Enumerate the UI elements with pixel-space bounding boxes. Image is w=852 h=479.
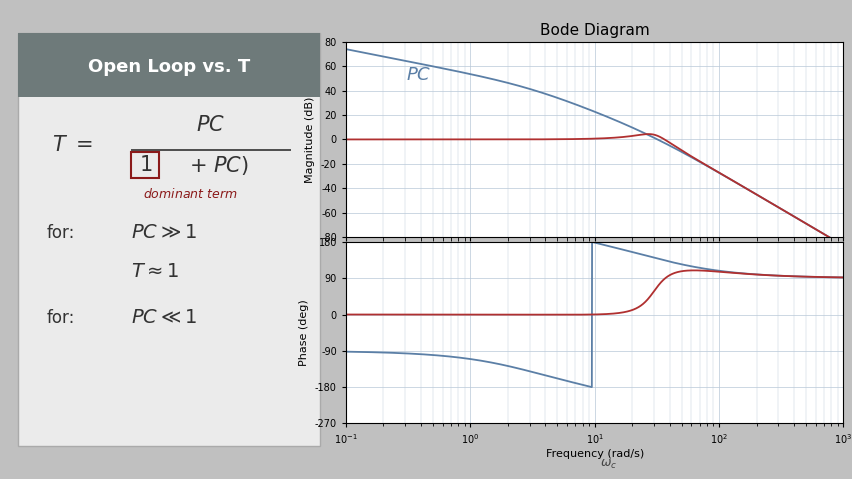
Y-axis label: Phase (deg): Phase (deg) [299,299,309,366]
Text: $PC$: $PC$ [406,66,431,84]
Text: $PC \ll 1$: $PC \ll 1$ [130,308,197,327]
Y-axis label: Magnitude (dB): Magnitude (dB) [306,96,315,182]
Text: $1$: $1$ [139,155,152,175]
Text: $T \approx 1$: $T \approx 1$ [130,262,179,281]
Text: $T\ =$: $T\ =$ [52,135,93,155]
Bar [131,152,159,178]
Text: $\omega_c$: $\omega_c$ [600,458,617,471]
X-axis label: Frequency (rad/s): Frequency (rad/s) [545,449,644,459]
Text: $dominant\ term$: $dominant\ term$ [142,186,237,201]
Text: for:: for: [47,308,76,327]
FancyBboxPatch shape [18,33,320,97]
FancyBboxPatch shape [18,33,320,446]
Title: Bode Diagram: Bode Diagram [540,23,649,38]
Text: $PC$: $PC$ [196,114,225,135]
Text: Open Loop vs. T: Open Loop vs. T [88,58,250,76]
Text: $PC \gg 1$: $PC \gg 1$ [130,223,197,242]
Text: for:: for: [47,224,76,241]
Text: $+\ PC)$: $+\ PC)$ [189,153,249,176]
